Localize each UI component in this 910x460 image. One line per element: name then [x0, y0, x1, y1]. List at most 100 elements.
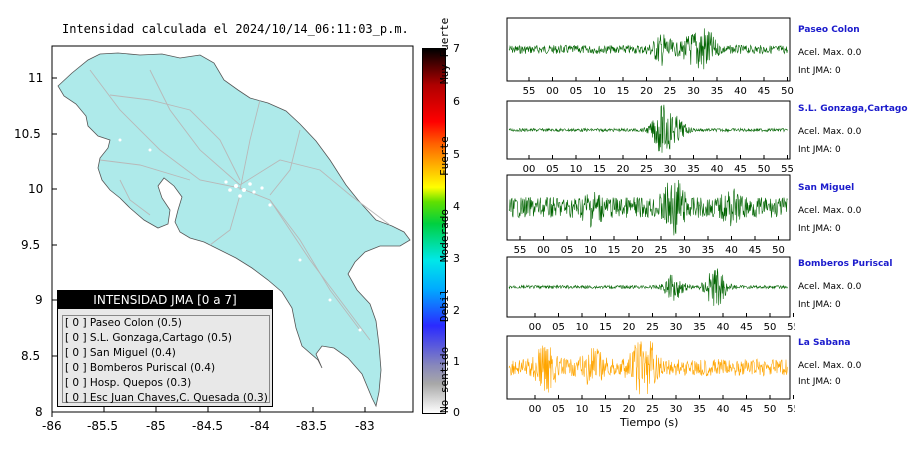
time-tick-label: 55 [781, 164, 794, 175]
seismogram-frame [506, 256, 791, 318]
legend-header: INTENSIDAD JMA [0 a 7] [58, 291, 272, 309]
time-tick-label: 15 [599, 404, 612, 415]
lon-tick: -83 [355, 419, 375, 433]
time-tick-label: 30 [670, 404, 683, 415]
time-tick-label: 40 [725, 245, 738, 256]
time-tick-label: 10 [576, 322, 589, 333]
waveform [508, 28, 788, 70]
lat-tick: 10.5 [14, 127, 41, 141]
time-tick-label: 00 [529, 322, 542, 333]
road-network [89, 69, 391, 341]
legend-item: [ 0 ] Esc Juan Chaves,C. Quesada (0.3) [65, 392, 268, 404]
time-tick-label: 00 [546, 86, 559, 97]
station-acel: Acel. Max. 0.0 [798, 206, 862, 216]
colorbar-tick: 4 [453, 200, 460, 213]
time-tick-label: 25 [664, 86, 677, 97]
time-tick-label: 30 [678, 245, 691, 256]
time-tick-label: 55 [787, 404, 795, 415]
time-tick-label: 20 [623, 404, 636, 415]
waveform [508, 179, 788, 236]
time-tick-label: 35 [687, 164, 700, 175]
time-tick-label: 50 [758, 164, 771, 175]
lat-tick: 10 [28, 182, 44, 196]
legend-item: [ 0 ] Bomberos Puriscal (0.4) [65, 362, 216, 374]
time-tick-label: 25 [646, 322, 659, 333]
lon-tick: -84.5 [192, 419, 224, 433]
intensity-colorbar [422, 48, 446, 414]
time-tick-label: 30 [670, 322, 683, 333]
time-tick-label: 10 [593, 86, 606, 97]
time-tick-label: 50 [781, 86, 794, 97]
time-tick-label: 20 [623, 322, 636, 333]
station-acel: Acel. Max. 0.0 [798, 361, 862, 371]
time-tick-label: 15 [617, 86, 630, 97]
costa-rica-landmass [57, 52, 411, 408]
time-tick-label: 55 [523, 86, 536, 97]
time-tick-label: 15 [599, 322, 612, 333]
time-tick-label: 45 [740, 322, 753, 333]
station-int: Int JMA: 0 [798, 145, 841, 155]
station-name: San Miguel [798, 183, 855, 193]
colorbar-tick: 6 [453, 95, 460, 108]
colorbar-tick: 5 [453, 148, 460, 161]
station-int: Int JMA: 0 [798, 224, 841, 234]
time-tick-label: 55 [514, 245, 527, 256]
lat-tick: 9 [35, 293, 43, 307]
time-tick-label: 05 [552, 322, 565, 333]
waveform [508, 268, 788, 306]
time-tick-label: 10 [576, 404, 589, 415]
time-tick-label: 50 [772, 245, 785, 256]
time-tick-label: 25 [646, 404, 659, 415]
map-title: Intensidad calculada el 2024/10/14_06:11… [62, 22, 409, 36]
time-tick-label: 00 [523, 164, 536, 175]
time-tick-label: 35 [711, 86, 724, 97]
lon-tick: -84 [250, 419, 270, 433]
colorbar-tick: 3 [453, 252, 460, 265]
colorbar-label: No sentido [438, 346, 451, 413]
colorbar-label: Fuerte [438, 136, 451, 176]
intensity-legend: INTENSIDAD JMA [0 a 7] [ 0 ] Paseo Colon… [57, 290, 273, 407]
station-int: Int JMA: 0 [798, 300, 841, 310]
time-tick-label: 00 [529, 404, 542, 415]
time-tick-label: 20 [640, 86, 653, 97]
time-axis-label: Tiempo (s) [620, 416, 679, 429]
time-tick-label: 15 [608, 245, 621, 256]
station-acel: Acel. Max. 0.0 [798, 282, 862, 292]
legend-item: [ 0 ] S.L. Gonzaga,Cartago (0.5) [65, 332, 232, 344]
time-tick-label: 55 [787, 322, 795, 333]
time-tick-label: 30 [664, 164, 677, 175]
time-tick-label: 45 [749, 245, 762, 256]
time-tick-label: 40 [734, 86, 747, 97]
time-tick-label: 20 [617, 164, 630, 175]
time-tick-label: 40 [717, 404, 730, 415]
time-tick-label: 40 [711, 164, 724, 175]
time-tick-label: 05 [561, 245, 574, 256]
map-ticks [51, 77, 366, 417]
time-tick-label: 50 [764, 404, 777, 415]
station-name: Paseo Colon [798, 25, 860, 35]
waveform [508, 104, 788, 153]
time-tick-label: 35 [702, 245, 715, 256]
colorbar-tick: 2 [453, 304, 460, 317]
lon-tick: -83.5 [296, 419, 328, 433]
lon-tick: -85 [146, 419, 166, 433]
time-tick-label: 45 [758, 86, 771, 97]
time-tick-label: 25 [655, 245, 668, 256]
time-tick-label: 05 [546, 164, 559, 175]
time-tick-label: 10 [570, 164, 583, 175]
time-tick-label: 35 [693, 404, 706, 415]
station-acel: Acel. Max. 0.0 [798, 48, 862, 58]
time-tick-label: 15 [593, 164, 606, 175]
legend-list: [ 0 ] Paseo Colon (0.5) [ 0 ] S.L. Gonza… [62, 315, 270, 404]
station-dots [118, 138, 362, 332]
colorbar-label: Muy Fuerte [438, 17, 451, 84]
time-tick-label: 35 [693, 322, 706, 333]
station-name: La Sabana [798, 338, 851, 348]
lat-tick: 8.5 [21, 349, 41, 363]
station-int: Int JMA: 0 [798, 66, 841, 76]
legend-item: [ 0 ] Hosp. Quepos (0.3) [65, 377, 192, 389]
station-int: Int JMA: 0 [798, 377, 841, 387]
station-name: S.L. Gonzaga,Cartago [798, 104, 908, 114]
station-name: Bomberos Puriscal [798, 259, 893, 269]
